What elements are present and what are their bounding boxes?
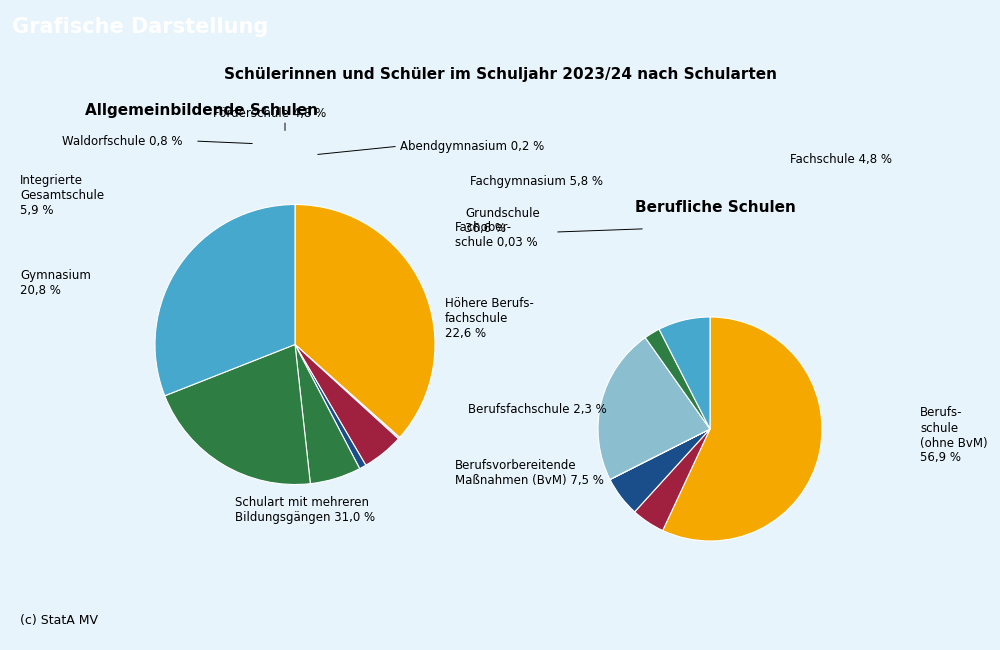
Text: Förderschule 4,8 %: Förderschule 4,8 % xyxy=(213,107,327,120)
Text: Höhere Berufs-
fachschule
22,6 %: Höhere Berufs- fachschule 22,6 % xyxy=(445,297,534,340)
Wedge shape xyxy=(295,344,398,465)
Text: Berufsvorbereitende
Maßnahmen (BvM) 7,5 %: Berufsvorbereitende Maßnahmen (BvM) 7,5 … xyxy=(455,459,604,488)
Text: Waldorfschule 0,8 %: Waldorfschule 0,8 % xyxy=(62,135,182,148)
Text: Schülerinnen und Schüler im Schuljahr 2023/24 nach Schularten: Schülerinnen und Schüler im Schuljahr 20… xyxy=(224,67,776,83)
Text: Berufliche Schulen: Berufliche Schulen xyxy=(635,200,796,216)
Wedge shape xyxy=(610,429,710,512)
Text: Fachgymnasium 5,8 %: Fachgymnasium 5,8 % xyxy=(470,176,603,188)
Text: Integrierte
Gesamtschule
5,9 %: Integrierte Gesamtschule 5,9 % xyxy=(20,174,104,216)
Wedge shape xyxy=(295,344,366,469)
Wedge shape xyxy=(598,337,710,479)
Wedge shape xyxy=(155,205,295,396)
Text: Berufsfachschule 2,3 %: Berufsfachschule 2,3 % xyxy=(468,403,607,416)
Text: Schulart mit mehreren
Bildungsgängen 31,0 %: Schulart mit mehreren Bildungsgängen 31,… xyxy=(235,496,375,525)
Wedge shape xyxy=(165,344,310,484)
Wedge shape xyxy=(295,344,400,439)
Wedge shape xyxy=(659,317,710,429)
Wedge shape xyxy=(635,429,710,530)
Wedge shape xyxy=(295,205,435,437)
Text: Fachober-
schule 0,03 %: Fachober- schule 0,03 % xyxy=(455,221,538,250)
Wedge shape xyxy=(610,429,710,480)
Text: Abendgymnasium 0,2 %: Abendgymnasium 0,2 % xyxy=(400,140,544,153)
Wedge shape xyxy=(645,329,710,429)
Text: Gymnasium
20,8 %: Gymnasium 20,8 % xyxy=(20,268,91,297)
Wedge shape xyxy=(663,317,822,541)
Wedge shape xyxy=(295,344,360,484)
Text: Berufs-
schule
(ohne BvM)
56,9 %: Berufs- schule (ohne BvM) 56,9 % xyxy=(920,406,988,465)
Text: (c) StatA MV: (c) StatA MV xyxy=(20,614,98,627)
Text: Grafische Darstellung: Grafische Darstellung xyxy=(12,17,268,37)
Text: Allgemeinbildende Schulen: Allgemeinbildende Schulen xyxy=(85,103,318,118)
Text: Fachschule 4,8 %: Fachschule 4,8 % xyxy=(790,153,892,166)
Text: Grundschule
36,6 %: Grundschule 36,6 % xyxy=(465,207,540,235)
